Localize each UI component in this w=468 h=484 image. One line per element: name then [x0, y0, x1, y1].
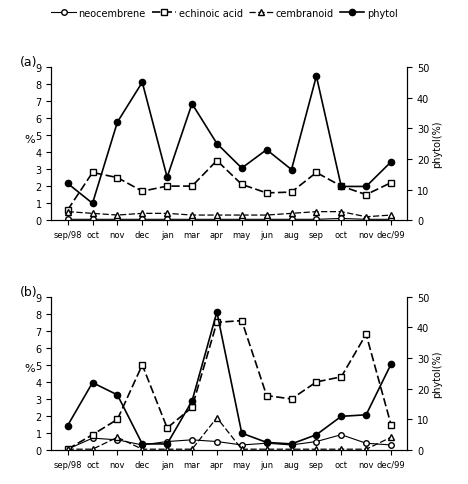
Legend: neocembrene, echinoic acid, cembranoid, phytol: neocembrene, echinoic acid, cembranoid, …: [47, 5, 402, 23]
Y-axis label: %: %: [25, 363, 35, 374]
Text: (b): (b): [20, 285, 37, 298]
Text: (a): (a): [20, 56, 37, 69]
Y-axis label: %: %: [25, 134, 35, 144]
Y-axis label: phytol(%): phytol(%): [432, 121, 442, 168]
Y-axis label: phytol(%): phytol(%): [432, 350, 442, 397]
